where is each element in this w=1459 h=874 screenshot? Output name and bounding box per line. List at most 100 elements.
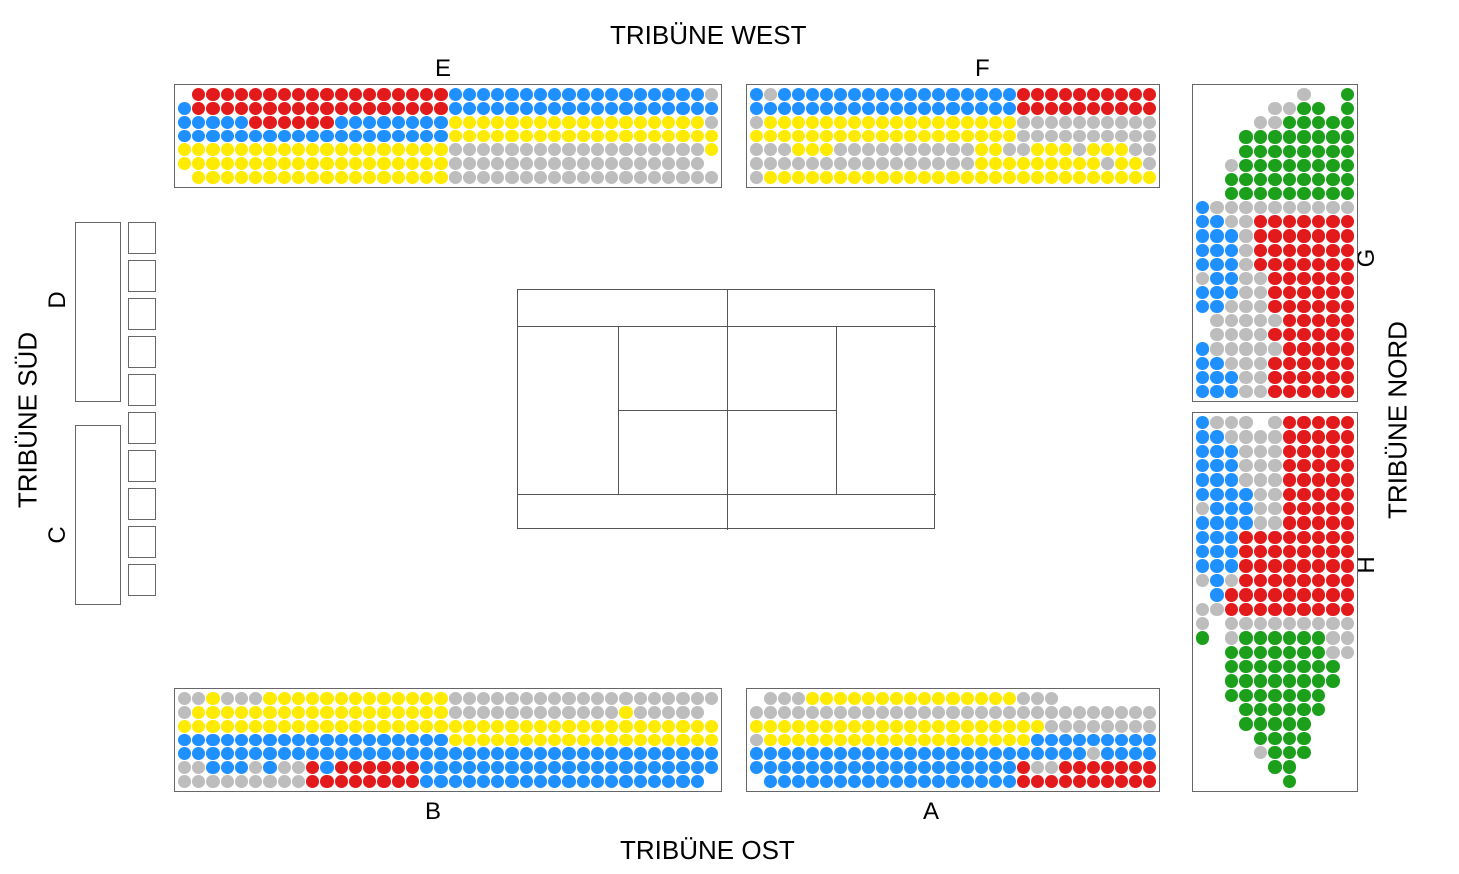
seat[interactable]	[491, 143, 504, 156]
seat[interactable]	[320, 761, 333, 774]
seat[interactable]	[1225, 342, 1238, 355]
seat[interactable]	[1210, 459, 1223, 472]
seat[interactable]	[792, 102, 805, 115]
seat[interactable]	[1312, 660, 1325, 673]
seat[interactable]	[306, 706, 319, 719]
seat[interactable]	[662, 761, 675, 774]
seat[interactable]	[890, 116, 903, 129]
seat[interactable]	[434, 720, 447, 733]
seat[interactable]	[918, 692, 931, 705]
seat[interactable]	[1031, 171, 1044, 184]
seat[interactable]	[634, 102, 647, 115]
seat[interactable]	[792, 720, 805, 733]
seat[interactable]	[691, 706, 704, 719]
seat[interactable]	[562, 88, 575, 101]
seat[interactable]	[178, 734, 191, 747]
seat[interactable]	[1283, 617, 1296, 630]
seat[interactable]	[932, 720, 945, 733]
seat[interactable]	[1341, 488, 1354, 501]
seat[interactable]	[848, 734, 861, 747]
seat[interactable]	[1210, 516, 1223, 529]
seat[interactable]	[820, 706, 833, 719]
seat[interactable]	[1210, 545, 1223, 558]
seat[interactable]	[206, 761, 219, 774]
seat[interactable]	[420, 130, 433, 143]
seat[interactable]	[591, 692, 604, 705]
seat[interactable]	[1326, 145, 1339, 158]
seat[interactable]	[1326, 445, 1339, 458]
seat[interactable]	[1341, 215, 1354, 228]
seat[interactable]	[420, 734, 433, 747]
seat[interactable]	[505, 157, 518, 170]
seat[interactable]	[648, 157, 661, 170]
seat[interactable]	[520, 88, 533, 101]
seat[interactable]	[449, 720, 462, 733]
seat[interactable]	[691, 692, 704, 705]
seat[interactable]	[1254, 531, 1267, 544]
seat[interactable]	[1297, 300, 1310, 313]
seat[interactable]	[1225, 603, 1238, 616]
seat[interactable]	[320, 143, 333, 156]
seat[interactable]	[1268, 445, 1281, 458]
seat[interactable]	[1326, 130, 1339, 143]
seat[interactable]	[1115, 761, 1128, 774]
seat[interactable]	[1326, 674, 1339, 687]
seat[interactable]	[634, 747, 647, 760]
seat[interactable]	[1312, 416, 1325, 429]
seat[interactable]	[1031, 116, 1044, 129]
seat[interactable]	[1326, 258, 1339, 271]
seat[interactable]	[1297, 746, 1310, 759]
seat[interactable]	[662, 747, 675, 760]
seat[interactable]	[562, 692, 575, 705]
seat[interactable]	[1283, 703, 1296, 716]
seat[interactable]	[932, 734, 945, 747]
seat[interactable]	[249, 692, 262, 705]
seat[interactable]	[1143, 116, 1156, 129]
seat[interactable]	[534, 761, 547, 774]
seat[interactable]	[477, 747, 490, 760]
seat[interactable]	[206, 143, 219, 156]
seat[interactable]	[1283, 545, 1296, 558]
seat[interactable]	[1312, 314, 1325, 327]
seat[interactable]	[1254, 258, 1267, 271]
seat[interactable]	[477, 157, 490, 170]
seat[interactable]	[648, 102, 661, 115]
seat[interactable]	[1210, 229, 1223, 242]
seat[interactable]	[1312, 215, 1325, 228]
seat[interactable]	[1341, 145, 1354, 158]
seat[interactable]	[335, 143, 348, 156]
seat[interactable]	[1297, 531, 1310, 544]
seat[interactable]	[619, 692, 632, 705]
seat[interactable]	[778, 734, 791, 747]
seat[interactable]	[1326, 531, 1339, 544]
seat[interactable]	[505, 102, 518, 115]
seat[interactable]	[848, 720, 861, 733]
seat[interactable]	[420, 143, 433, 156]
seat[interactable]	[1225, 588, 1238, 601]
seat[interactable]	[1326, 646, 1339, 659]
seat[interactable]	[548, 88, 561, 101]
seat[interactable]	[1196, 430, 1209, 443]
seat[interactable]	[1341, 159, 1354, 172]
seat[interactable]	[876, 761, 889, 774]
seat[interactable]	[961, 706, 974, 719]
seat[interactable]	[491, 171, 504, 184]
seat[interactable]	[1268, 229, 1281, 242]
seat[interactable]	[477, 734, 490, 747]
seat[interactable]	[890, 734, 903, 747]
seat[interactable]	[1283, 371, 1296, 384]
seat[interactable]	[548, 706, 561, 719]
seat[interactable]	[306, 761, 319, 774]
seat[interactable]	[363, 116, 376, 129]
seat[interactable]	[377, 761, 390, 774]
seat[interactable]	[377, 171, 390, 184]
seat[interactable]	[918, 720, 931, 733]
seat[interactable]	[1210, 357, 1223, 370]
seat[interactable]	[377, 692, 390, 705]
seat[interactable]	[1129, 116, 1142, 129]
seat[interactable]	[648, 88, 661, 101]
seat[interactable]	[420, 706, 433, 719]
seat[interactable]	[463, 761, 476, 774]
seat[interactable]	[676, 130, 689, 143]
seat[interactable]	[1115, 706, 1128, 719]
